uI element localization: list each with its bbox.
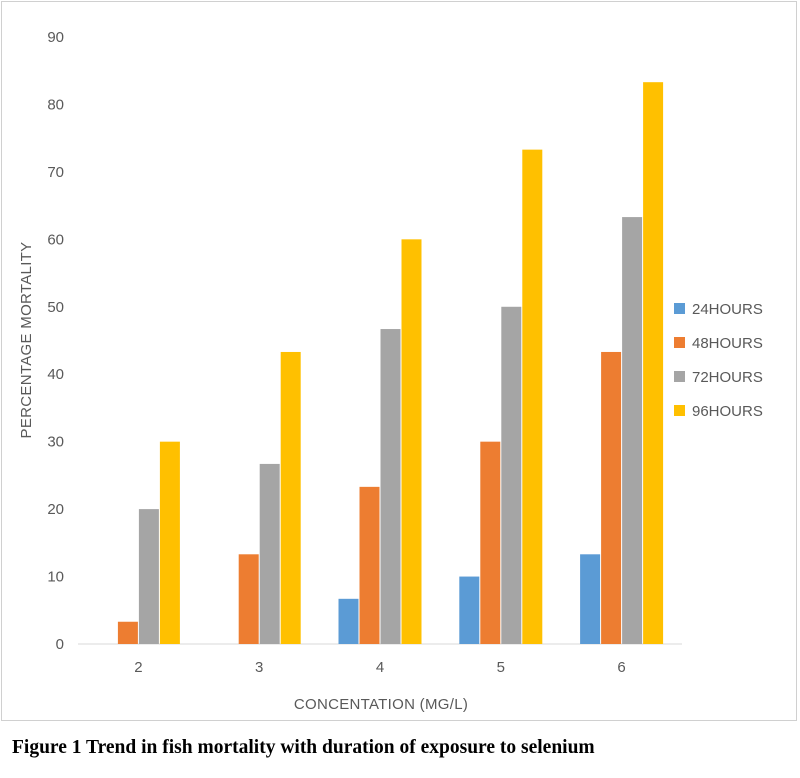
legend-label-24hours: 24HOURS <box>692 301 763 318</box>
bar-72hours-5 <box>501 306 522 644</box>
y-tick-label: 80 <box>47 96 64 113</box>
y-tick-label: 20 <box>47 501 64 518</box>
bar-72hours-6 <box>622 217 643 644</box>
legend-label-96hours: 96HOURS <box>692 403 763 420</box>
bar-96hours-6 <box>643 82 664 645</box>
bar-72hours-3 <box>259 463 280 644</box>
legend-swatch-96hours <box>674 405 685 416</box>
bar-72hours-4 <box>380 329 401 644</box>
bar-24hours-6 <box>580 554 601 644</box>
legend-label-72hours: 72HOURS <box>692 369 763 386</box>
x-axis-title: CONCENTATION (MG/L) <box>294 696 468 713</box>
bar-96hours-3 <box>280 351 301 644</box>
y-tick-label: 0 <box>56 636 64 653</box>
bar-72hours-2 <box>138 509 159 644</box>
y-tick-label: 30 <box>47 434 64 451</box>
chart-frame: 0 10 20 30 40 50 60 70 80 90 2 3 4 5 6 PERCENTAGE MOR… <box>1 1 797 721</box>
bar-48hours-6 <box>601 351 622 644</box>
y-tick-label: 50 <box>47 299 64 316</box>
x-tick-label: 3 <box>255 659 263 676</box>
figure-caption: Figure 1 Trend in fish mortality with du… <box>12 737 595 758</box>
y-tick-label: 10 <box>47 569 64 586</box>
legend-swatch-24hours <box>674 303 685 314</box>
legend: 24HOURS 48HOURS 72HOURS 96HOURS <box>674 301 763 420</box>
x-tick-label: 2 <box>134 659 142 676</box>
bar-48hours-2 <box>117 621 138 644</box>
bar-48hours-4 <box>359 486 380 644</box>
bar-48hours-5 <box>480 441 501 644</box>
bar-24hours-4 <box>338 598 359 644</box>
bar-96hours-4 <box>401 239 422 645</box>
y-tick-label: 60 <box>47 231 64 248</box>
y-axis-title: PERCENTAGE MORTALITY <box>18 242 35 439</box>
x-tick-label: 6 <box>617 659 625 676</box>
bar-96hours-5 <box>522 149 543 645</box>
bar-96hours-2 <box>159 441 180 644</box>
y-tick-label: 90 <box>47 29 64 46</box>
x-tick-label: 5 <box>497 659 505 676</box>
bar-chart: 0 10 20 30 40 50 60 70 80 90 2 3 4 5 6 PERCENTAGE MOR… <box>18 29 763 713</box>
bar-24hours-5 <box>459 576 480 644</box>
legend-swatch-48hours <box>674 337 685 348</box>
legend-swatch-72hours <box>674 371 685 382</box>
x-tick-label: 4 <box>376 659 384 676</box>
bar-48hours-3 <box>238 554 259 644</box>
y-tick-label: 70 <box>47 164 64 181</box>
legend-label-48hours: 48HOURS <box>692 335 763 352</box>
y-tick-label: 40 <box>47 366 64 383</box>
